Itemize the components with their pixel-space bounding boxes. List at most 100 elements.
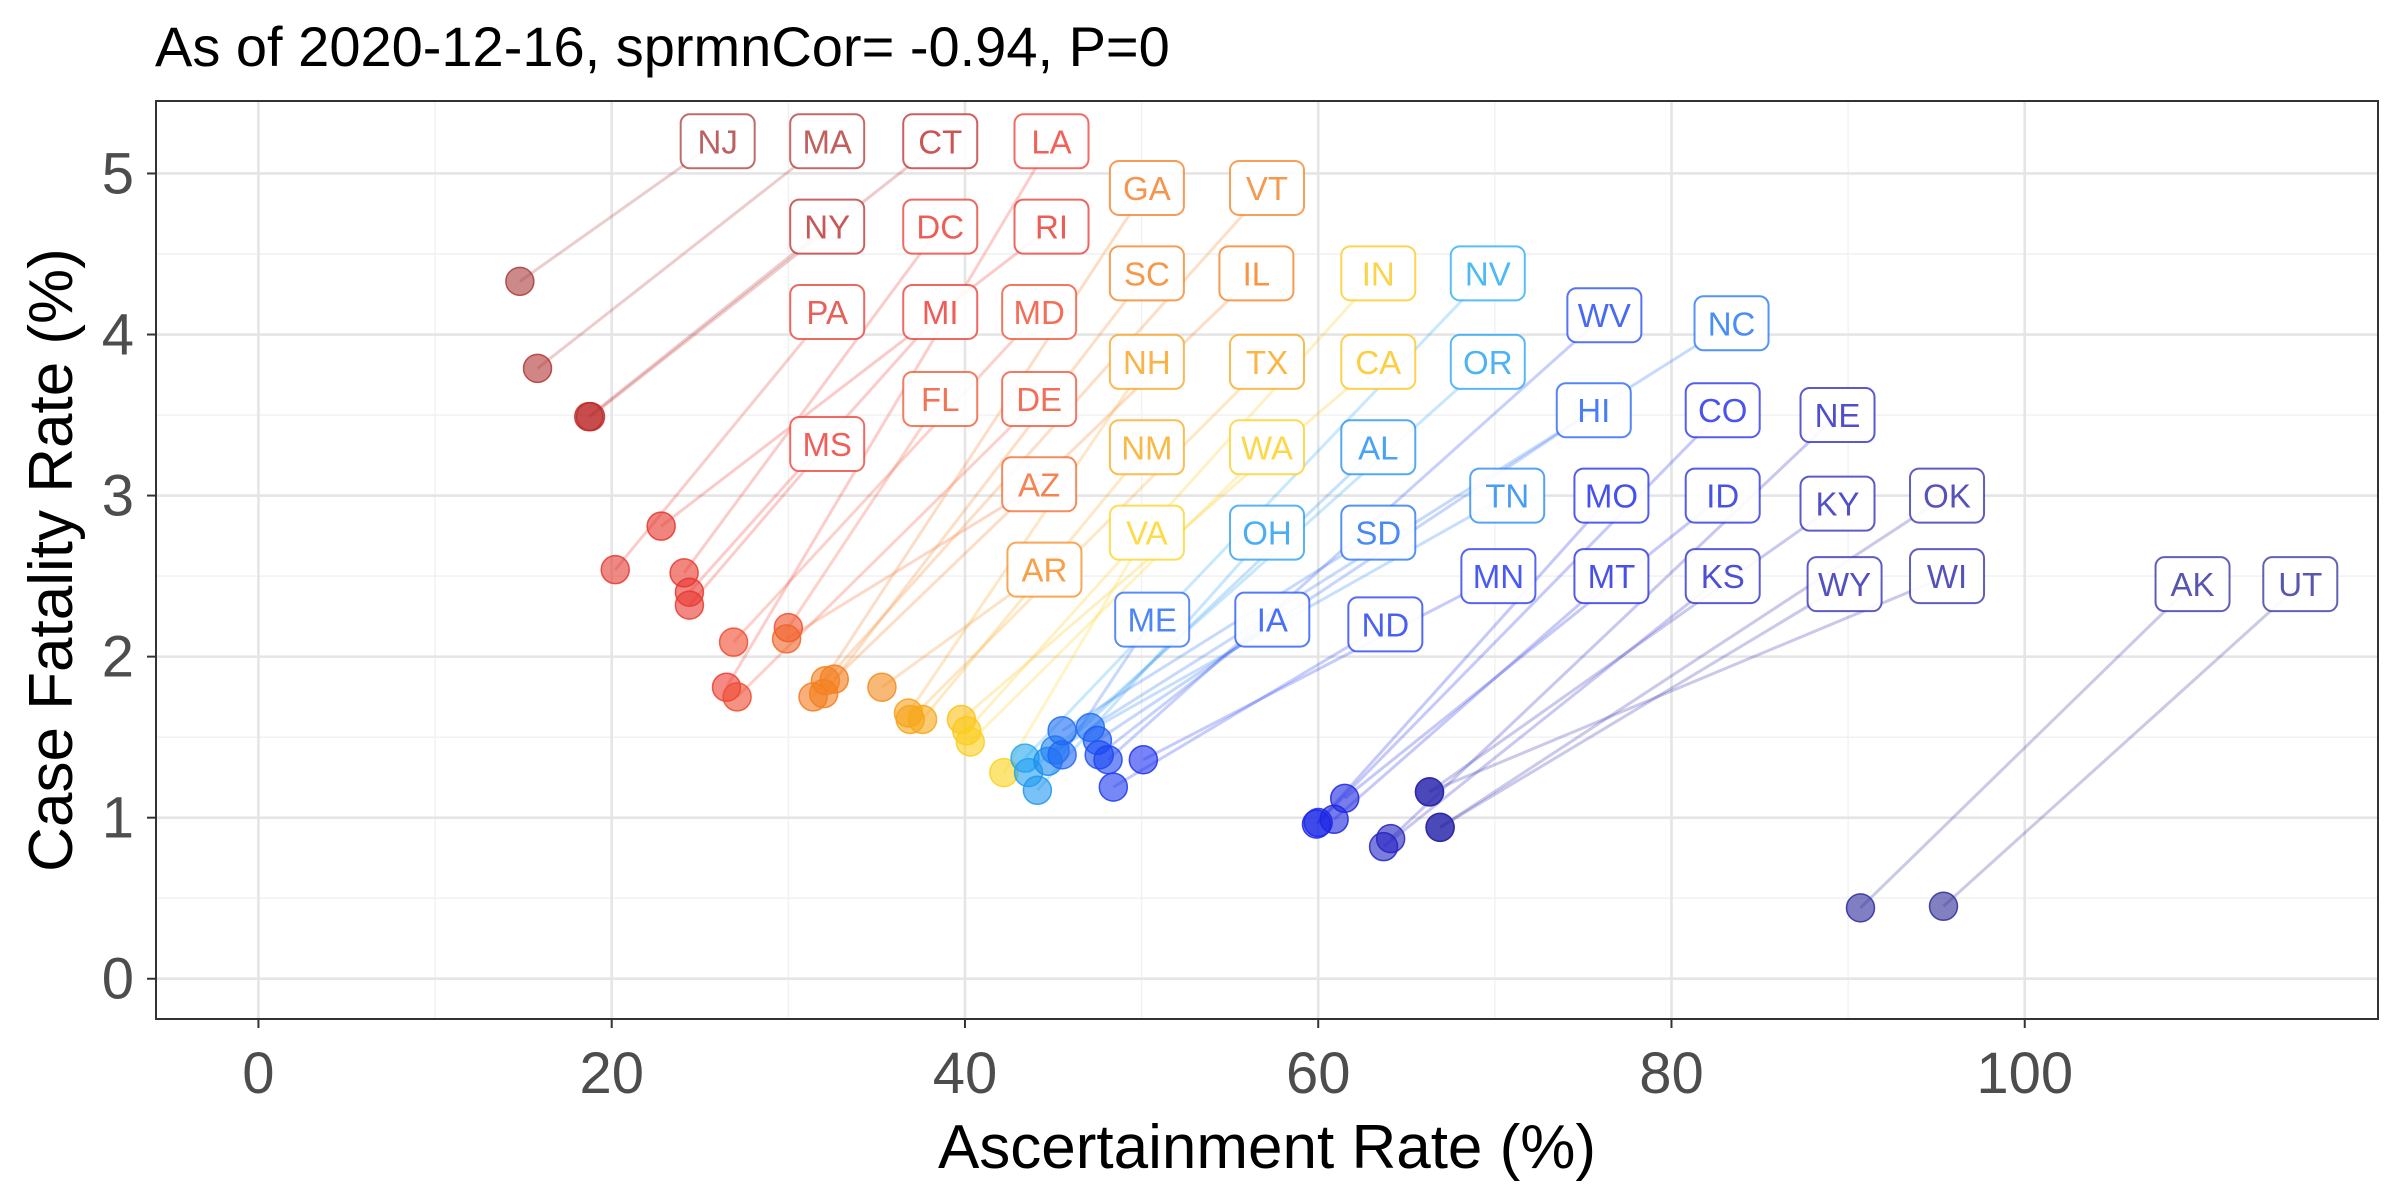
data-point-ct — [575, 401, 606, 432]
connector-line-nh — [907, 361, 1149, 714]
state-label-text: OR — [1463, 344, 1513, 381]
connector-line-ri — [660, 225, 1053, 528]
state-label-text: PA — [806, 294, 848, 331]
data-point-ok — [1425, 812, 1455, 843]
state-label-ne: NE — [1799, 387, 1876, 444]
state-label-text: NY — [804, 209, 850, 246]
state-label-text: MA — [802, 123, 852, 160]
state-label-box — [1001, 370, 1078, 427]
state-label-or: OR — [1449, 333, 1526, 390]
data-point-md — [718, 627, 749, 657]
state-label-tn: TN — [1469, 467, 1546, 524]
connector-line-ky — [1428, 502, 1839, 794]
state-label-nd: ND — [1347, 596, 1424, 653]
state-label-text: CT — [918, 123, 962, 160]
state-label-ok: OK — [1909, 467, 1986, 524]
state-label-text: CA — [1355, 344, 1401, 381]
state-label-box — [902, 283, 979, 340]
state-label-box — [1555, 382, 1632, 439]
state-label-text: MN — [1473, 558, 1524, 595]
state-label-nc: NC — [1693, 295, 1770, 352]
state-label-text: MD — [1013, 294, 1064, 331]
state-label-box — [902, 370, 979, 427]
state-label-ms: MS — [789, 416, 866, 473]
state-label-text: NV — [1465, 255, 1511, 292]
state-label-box — [1806, 556, 1883, 613]
state-label-box — [1229, 504, 1305, 561]
state-label-mt: MT — [1573, 548, 1650, 605]
state-label-box — [1340, 504, 1417, 561]
state-label-box — [902, 198, 979, 255]
state-label-wy: WY — [1806, 556, 1883, 613]
connector-line-co — [1317, 409, 1724, 824]
connector-line-ct — [589, 140, 942, 418]
plot-panel-border — [155, 100, 2379, 1020]
state-label-text: UT — [2278, 566, 2322, 603]
state-label-text: AZ — [1018, 466, 1060, 503]
state-label-text: IA — [1257, 602, 1288, 639]
connector-line-ny — [587, 225, 829, 418]
connector-line-ok — [1439, 494, 1948, 829]
state-label-ca: CA — [1340, 333, 1417, 390]
state-label-ar: AR — [1006, 541, 1083, 598]
state-label-box — [1460, 548, 1537, 605]
data-point-ut — [1928, 891, 1959, 922]
state-label-box — [1449, 333, 1526, 390]
state-label-box — [1340, 333, 1417, 390]
state-label-text: WY — [1818, 566, 1871, 603]
connector-line-mt — [1333, 574, 1613, 821]
chart-title: As of 2020-12-16, sprmnCor= -0.94, P=0 — [155, 15, 1170, 78]
state-label-box — [1573, 548, 1650, 605]
state-label-nh: NH — [1108, 333, 1185, 390]
state-label-box — [789, 198, 866, 255]
data-point-ak — [1845, 893, 1876, 923]
state-label-text: AK — [2171, 566, 2215, 603]
state-label-text: AL — [1358, 429, 1398, 466]
x-axis-title: Ascertainment Rate (%) — [938, 1113, 1596, 1182]
state-label-de: DE — [1001, 370, 1078, 427]
state-label-text: NE — [1815, 397, 1861, 434]
y-tick-label: 4 — [102, 303, 134, 368]
state-label-box — [789, 416, 866, 473]
state-label-md: MD — [1001, 283, 1078, 340]
state-label-box — [1909, 548, 1986, 605]
state-label-text: OK — [1923, 478, 1971, 515]
state-label-box — [1340, 245, 1417, 302]
state-label-ky: KY — [1799, 475, 1876, 532]
state-label-box — [1347, 596, 1424, 653]
state-label-box — [1108, 333, 1185, 390]
data-point-de — [722, 682, 752, 712]
connector-line-hi — [1096, 408, 1595, 742]
state-label-text: MO — [1585, 478, 1638, 515]
state-label-box — [1006, 541, 1083, 598]
state-label-me: ME — [1114, 591, 1191, 648]
state-label-box — [1909, 467, 1986, 524]
state-label-text: MS — [802, 426, 852, 463]
state-label-co: CO — [1684, 382, 1761, 439]
state-label-ga: GA — [1108, 159, 1185, 216]
state-label-mi: MI — [902, 283, 979, 340]
connector-line-va — [1002, 531, 1149, 774]
state-label-box — [1229, 333, 1305, 390]
state-label-box — [1218, 245, 1295, 302]
state-label-box — [1108, 245, 1185, 302]
state-label-text: ME — [1127, 602, 1177, 639]
state-label-box — [2262, 556, 2339, 613]
connector-line-ga — [811, 187, 1149, 698]
state-label-ks: KS — [1684, 548, 1761, 605]
state-label-ny: NY — [789, 198, 866, 255]
state-label-box — [1566, 287, 1643, 344]
y-tick-label: 2 — [102, 625, 134, 690]
state-label-in: IN — [1340, 245, 1417, 302]
connector-line-ut — [1942, 583, 2302, 908]
connector-line-ak — [1859, 583, 2194, 909]
connector-line-id — [1343, 494, 1724, 800]
state-label-nv: NV — [1449, 245, 1526, 302]
state-label-text: MI — [922, 294, 959, 331]
state-label-ut: UT — [2262, 556, 2339, 613]
state-label-box — [789, 283, 866, 340]
state-label-text: NJ — [698, 123, 738, 160]
data-point-az — [771, 624, 802, 654]
state-label-box — [1693, 295, 1770, 352]
